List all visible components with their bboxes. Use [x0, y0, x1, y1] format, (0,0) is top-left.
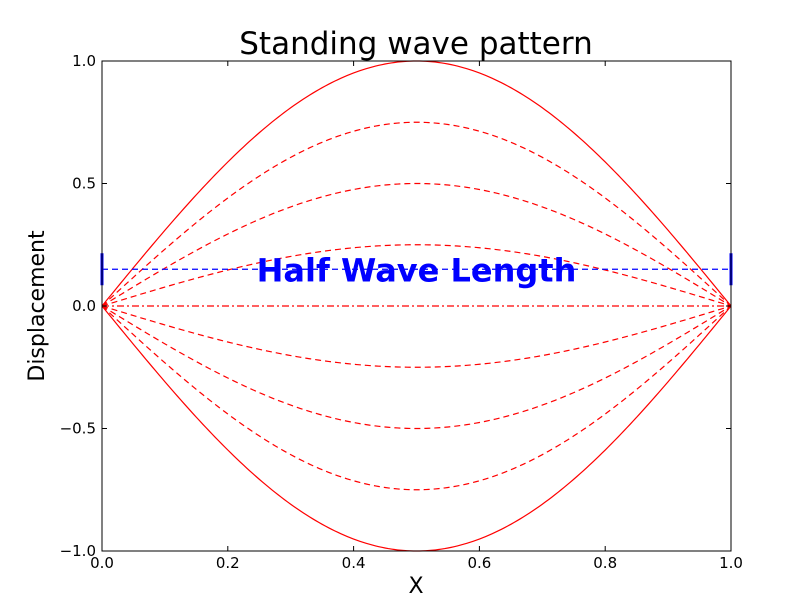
wave-curve-7	[101, 305, 732, 491]
x-tick-label-3: 0.6	[467, 554, 491, 572]
wave-curve-6	[101, 305, 732, 430]
wave-curve-3	[101, 244, 732, 307]
x-axis: 0.0 0.2 0.4 0.6 0.8 1.0	[90, 61, 743, 572]
y-tick-label-1: 0.5	[72, 175, 96, 193]
y-tick-label-2: 0.0	[72, 297, 96, 315]
wave-curve-1	[101, 121, 732, 307]
x-tick-label-0: 0.0	[90, 554, 114, 572]
y-axis: 1.0 0.5 0.0 −0.5 −1.0	[60, 52, 731, 560]
x-axis-label: X	[408, 574, 423, 599]
y-tick-label-3: −0.5	[60, 420, 96, 438]
x-tick-label-1: 0.2	[216, 554, 240, 572]
x-tick-label-5: 1.0	[719, 554, 743, 572]
x-tick-label-2: 0.4	[342, 554, 366, 572]
y-tick-label-4: −1.0	[60, 542, 96, 560]
wave-curve-5	[101, 305, 732, 368]
y-tick-label-0: 1.0	[72, 52, 96, 70]
y-axis-label: Displacement	[25, 230, 50, 382]
x-tick-label-4: 0.8	[593, 554, 617, 572]
wave-curve-2	[101, 182, 732, 307]
half-wave-label: Half Wave Length	[257, 251, 577, 289]
chart-title: Standing wave pattern	[239, 26, 592, 62]
